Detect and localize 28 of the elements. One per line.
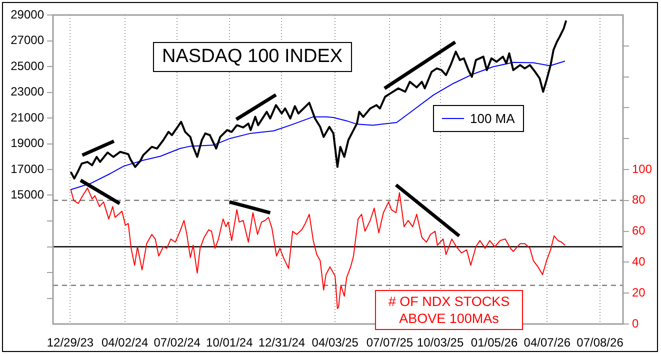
y2-tick-label: 20: [632, 285, 646, 300]
annotation: # OF NDX STOCKS ABOVE 100MAs: [375, 290, 523, 330]
x-tick-label: 04/02/24: [101, 336, 148, 350]
y2-tick-label: 40: [632, 254, 646, 269]
y-tick-label: 27000: [10, 33, 44, 48]
x-tick-label: 10/03/25: [416, 336, 464, 350]
x-tick-label: 07/02/24: [154, 336, 201, 350]
y2-tick-label: 100: [632, 162, 652, 176]
x-tick-label: 01/05/26: [470, 336, 518, 350]
y-tick-label: 19000: [10, 136, 44, 150]
x-tick-label: 07/08/26: [576, 336, 624, 350]
y-tick-label: 15000: [10, 188, 44, 202]
x-tick-label: 04/03/25: [312, 336, 359, 350]
y-tick-label: 17000: [10, 162, 44, 176]
x-tick-label: 12/29/23: [46, 336, 94, 350]
x-tick-label: 07/07/25: [366, 336, 414, 350]
y2-tick-label: 60: [632, 224, 646, 238]
y2-tick-label: 0: [632, 316, 639, 330]
y-tick-label: 23000: [10, 84, 44, 99]
x-tick-label: 04/07/26: [524, 336, 571, 350]
x-tick-label: 12/31/24: [258, 336, 306, 350]
y-tick-label: 25000: [10, 58, 44, 73]
y-tick-label: 21000: [10, 110, 44, 124]
text: NASDAQ 100 INDEX: [153, 42, 352, 72]
x-tick-label: 10/01/24: [206, 336, 254, 350]
legend-label: 100 MA: [470, 111, 515, 126]
y2-tick-label: 80: [632, 192, 646, 207]
y-tick-label: 29000: [10, 7, 44, 22]
